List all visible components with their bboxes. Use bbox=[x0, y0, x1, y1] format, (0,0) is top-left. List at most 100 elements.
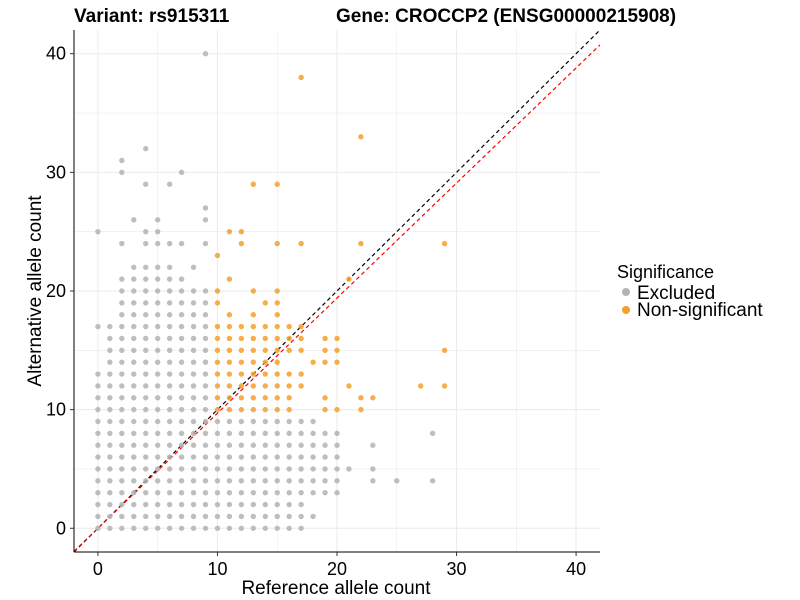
point-excluded bbox=[190, 489, 197, 496]
point-non-significant bbox=[214, 371, 221, 377]
point-excluded bbox=[274, 418, 280, 425]
point-non-significant bbox=[238, 359, 245, 365]
point-excluded bbox=[190, 406, 197, 413]
point-excluded bbox=[214, 501, 221, 508]
point-non-significant bbox=[238, 371, 245, 377]
point-excluded bbox=[154, 335, 161, 342]
point-non-significant bbox=[226, 228, 233, 235]
point-excluded bbox=[107, 442, 113, 448]
point-non-significant bbox=[262, 347, 268, 354]
point-excluded bbox=[334, 442, 340, 448]
point-excluded bbox=[226, 501, 233, 508]
point-excluded bbox=[322, 478, 328, 484]
point-excluded bbox=[286, 525, 292, 531]
point-excluded bbox=[370, 478, 376, 484]
point-excluded bbox=[214, 454, 221, 460]
point-excluded bbox=[238, 489, 245, 496]
y-tick-label: 20 bbox=[46, 281, 66, 301]
point-excluded bbox=[298, 478, 304, 484]
point-non-significant bbox=[250, 335, 257, 342]
y-tick-label: 30 bbox=[46, 162, 66, 182]
point-excluded bbox=[143, 489, 149, 496]
point-excluded bbox=[190, 513, 197, 520]
point-excluded bbox=[131, 395, 137, 401]
point-non-significant bbox=[250, 383, 257, 389]
point-excluded bbox=[131, 430, 137, 437]
point-non-significant bbox=[286, 335, 292, 342]
point-excluded bbox=[250, 513, 257, 520]
point-excluded bbox=[131, 525, 137, 531]
point-excluded bbox=[143, 323, 149, 330]
legend-swatch-excluded bbox=[622, 288, 630, 296]
point-excluded bbox=[178, 276, 185, 282]
point-excluded bbox=[202, 395, 209, 401]
point-excluded bbox=[107, 359, 113, 365]
point-excluded bbox=[154, 228, 161, 235]
point-excluded bbox=[119, 371, 125, 377]
point-excluded bbox=[226, 466, 233, 472]
point-excluded bbox=[178, 240, 185, 247]
point-excluded bbox=[119, 312, 125, 318]
point-excluded bbox=[119, 466, 125, 472]
point-non-significant bbox=[274, 240, 280, 247]
point-non-significant bbox=[250, 347, 257, 354]
point-excluded bbox=[178, 478, 185, 484]
point-excluded bbox=[119, 276, 125, 282]
point-excluded bbox=[143, 430, 149, 437]
point-excluded bbox=[119, 406, 125, 413]
point-excluded bbox=[310, 466, 316, 472]
point-excluded bbox=[262, 513, 268, 520]
point-excluded bbox=[107, 323, 113, 330]
point-excluded bbox=[202, 335, 209, 342]
point-non-significant bbox=[286, 371, 292, 377]
point-excluded bbox=[154, 323, 161, 330]
point-excluded bbox=[262, 489, 268, 496]
point-excluded bbox=[119, 395, 125, 401]
point-excluded bbox=[166, 264, 173, 270]
point-non-significant bbox=[298, 323, 304, 330]
point-excluded bbox=[250, 525, 257, 531]
axes bbox=[70, 30, 600, 556]
point-excluded bbox=[250, 501, 257, 508]
point-non-significant bbox=[298, 371, 304, 377]
point-excluded bbox=[154, 217, 161, 223]
point-excluded bbox=[178, 335, 185, 342]
point-excluded bbox=[166, 489, 173, 496]
point-excluded bbox=[190, 478, 197, 484]
point-non-significant bbox=[322, 359, 328, 365]
point-non-significant bbox=[322, 406, 328, 413]
point-excluded bbox=[154, 442, 161, 448]
point-excluded bbox=[226, 430, 233, 437]
point-excluded bbox=[334, 489, 340, 496]
point-excluded bbox=[262, 442, 268, 448]
point-excluded bbox=[178, 430, 185, 437]
point-excluded bbox=[250, 478, 257, 484]
point-non-significant bbox=[238, 406, 245, 413]
point-excluded bbox=[178, 312, 185, 318]
point-non-significant bbox=[226, 312, 233, 318]
point-excluded bbox=[178, 454, 185, 460]
point-non-significant bbox=[238, 335, 245, 342]
point-non-significant bbox=[274, 406, 280, 413]
point-excluded bbox=[334, 430, 340, 437]
point-excluded bbox=[143, 181, 149, 187]
point-excluded bbox=[107, 513, 113, 520]
point-excluded bbox=[166, 371, 173, 377]
point-excluded bbox=[131, 300, 137, 306]
point-excluded bbox=[202, 489, 209, 496]
point-excluded bbox=[154, 430, 161, 437]
point-excluded bbox=[131, 288, 137, 294]
point-excluded bbox=[429, 478, 436, 484]
point-excluded bbox=[143, 383, 149, 389]
point-excluded bbox=[166, 466, 173, 472]
point-excluded bbox=[166, 395, 173, 401]
point-non-significant bbox=[226, 383, 233, 389]
point-excluded bbox=[119, 430, 125, 437]
point-excluded bbox=[154, 454, 161, 460]
point-excluded bbox=[298, 418, 304, 425]
point-excluded bbox=[107, 395, 113, 401]
point-excluded bbox=[166, 454, 173, 460]
point-non-significant bbox=[238, 395, 245, 401]
point-excluded bbox=[226, 442, 233, 448]
point-excluded bbox=[226, 478, 233, 484]
